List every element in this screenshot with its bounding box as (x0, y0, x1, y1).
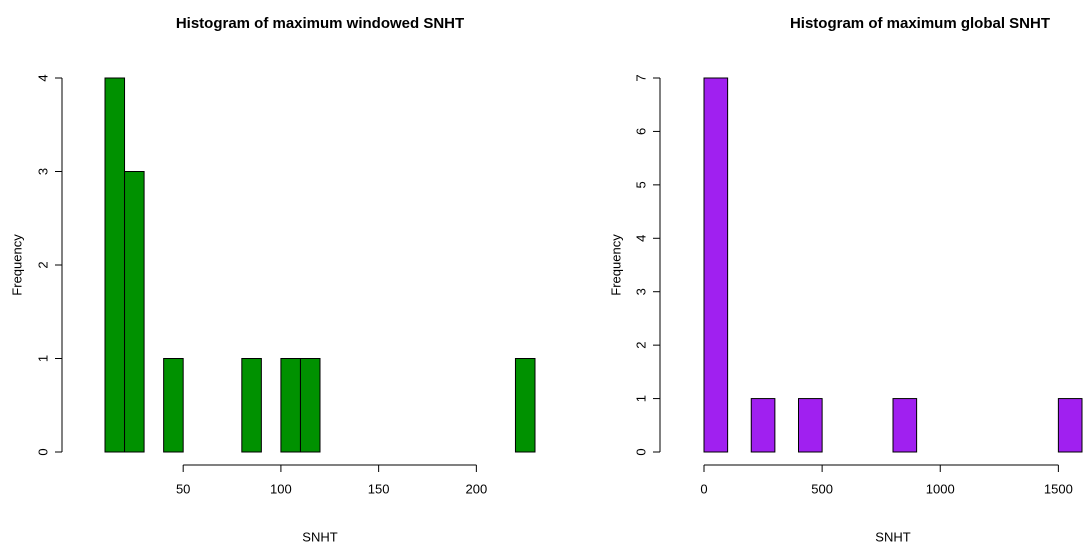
x-tick-label: 50 (176, 481, 190, 496)
bar (124, 171, 145, 453)
x-tick-label: 150 (368, 481, 390, 496)
bar (892, 398, 918, 453)
y-tick-label: 4 (633, 235, 648, 242)
y-tick-label: 4 (35, 74, 50, 81)
y-axis-label: Frequency (608, 234, 623, 296)
y-tick-label: 6 (633, 128, 648, 135)
y-tick-label: 3 (633, 288, 648, 295)
y-tick-label: 0 (633, 448, 648, 455)
x-tick-label: 500 (811, 481, 833, 496)
y-tick-label: 0 (35, 448, 50, 455)
bar (514, 358, 536, 453)
chart-title: Histogram of maximum windowed SNHT (176, 15, 464, 32)
bar (104, 77, 126, 453)
x-tick-label: 1500 (1044, 481, 1073, 496)
x-tick-label: 100 (270, 481, 292, 496)
y-tick-label: 2 (633, 342, 648, 349)
x-tick-label: 200 (466, 481, 488, 496)
bar (1057, 398, 1083, 453)
x-tick-label: 0 (700, 481, 707, 496)
bar (798, 398, 823, 453)
bar (750, 398, 776, 453)
y-tick-label: 2 (35, 261, 50, 268)
x-tick-label: 1000 (926, 481, 955, 496)
bar (280, 358, 301, 453)
y-tick-label: 1 (35, 355, 50, 362)
y-tick-label: 7 (633, 74, 648, 81)
y-axis-label: Frequency (9, 234, 24, 296)
x-axis-label: SNHT (302, 529, 337, 544)
bar (299, 358, 321, 453)
y-tick-label: 5 (633, 181, 648, 188)
bar (241, 358, 262, 453)
y-tick-label: 3 (35, 168, 50, 175)
x-axis-label: SNHT (875, 529, 910, 544)
bar (703, 77, 729, 453)
y-tick-label: 1 (633, 395, 648, 402)
bar (163, 358, 184, 453)
chart-title: Histogram of maximum global SNHT (790, 15, 1050, 32)
